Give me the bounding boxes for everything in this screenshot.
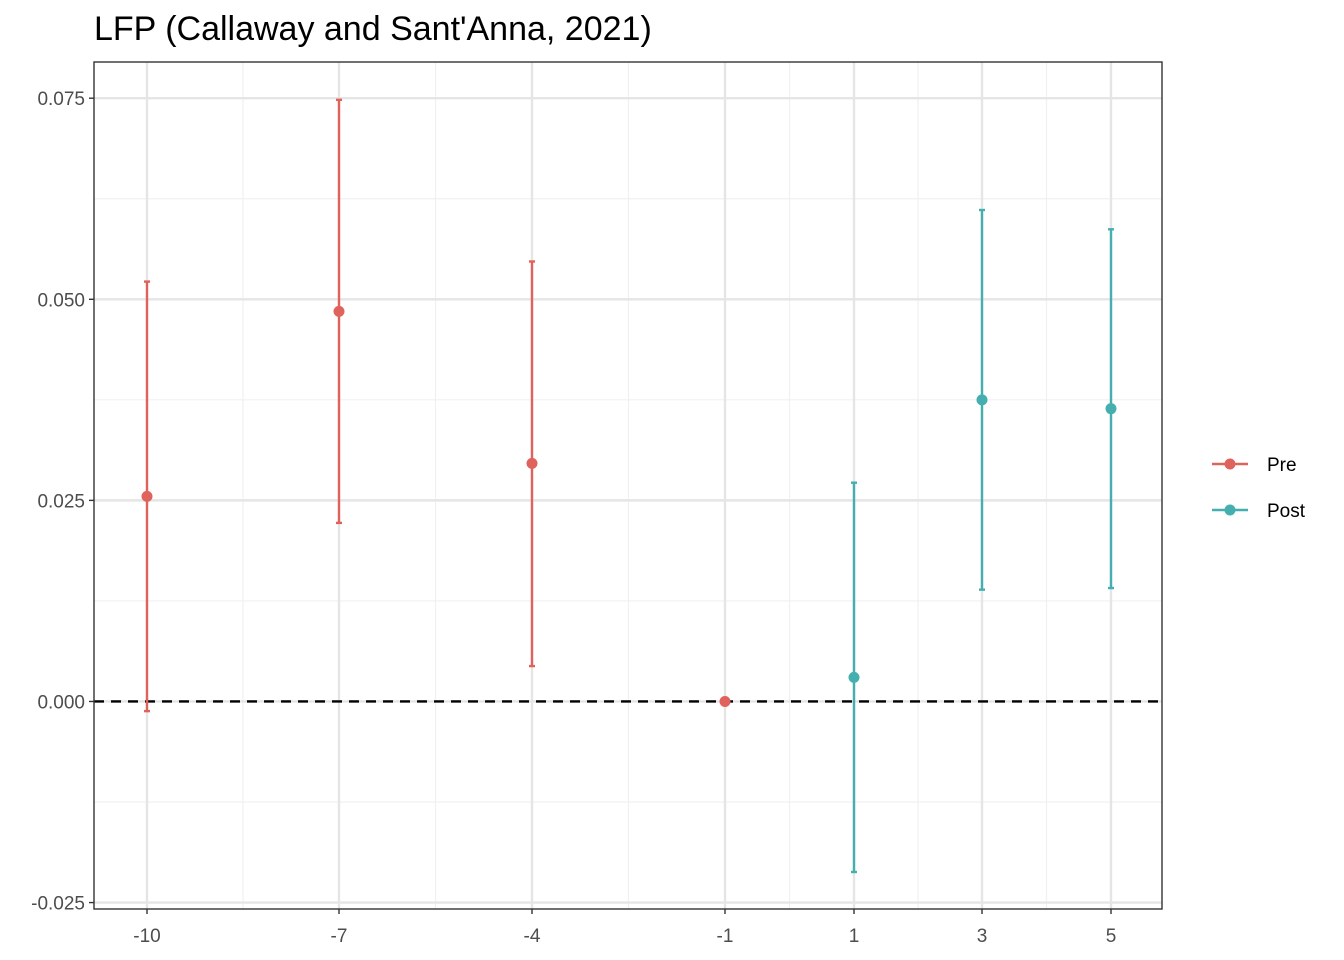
x-tick-label: -10 xyxy=(133,926,160,947)
axes: -0.025 0.000 0.025 0.050 0.075 -10 -7 -4 -1 1 3 5 xyxy=(31,89,1116,947)
data-point xyxy=(1105,403,1117,415)
data-point xyxy=(333,305,345,317)
x-tick-label: 1 xyxy=(849,926,860,947)
y-tick-label: 0.050 xyxy=(37,290,85,311)
x-tick-label: 5 xyxy=(1106,926,1117,947)
y-tick-label: 0.075 xyxy=(37,89,85,110)
grid xyxy=(94,62,1162,909)
panel-border xyxy=(93,61,1163,910)
y-tick-label: 0.000 xyxy=(37,692,85,713)
y-tick-label: 0.025 xyxy=(37,491,85,512)
x-tick-label: -1 xyxy=(717,926,734,947)
data-point xyxy=(526,457,538,469)
chart-title: LFP (Callaway and Sant'Anna, 2021) xyxy=(94,10,652,48)
x-tick-label: 3 xyxy=(977,926,988,947)
legend-key-point xyxy=(1224,504,1236,516)
x-tick-label: -7 xyxy=(331,926,348,947)
data-marks xyxy=(141,98,1117,874)
data-point xyxy=(848,671,860,683)
data-point xyxy=(719,695,731,707)
legend-key-point xyxy=(1224,458,1236,470)
legend-label: Post xyxy=(1267,501,1306,522)
x-tick-label: -4 xyxy=(524,926,541,947)
data-point xyxy=(141,490,153,502)
y-tick-label: -0.025 xyxy=(31,894,85,915)
legend-label: Pre xyxy=(1267,455,1297,476)
data-point xyxy=(976,394,988,406)
legend[interactable]: Pre Post xyxy=(1212,455,1306,522)
